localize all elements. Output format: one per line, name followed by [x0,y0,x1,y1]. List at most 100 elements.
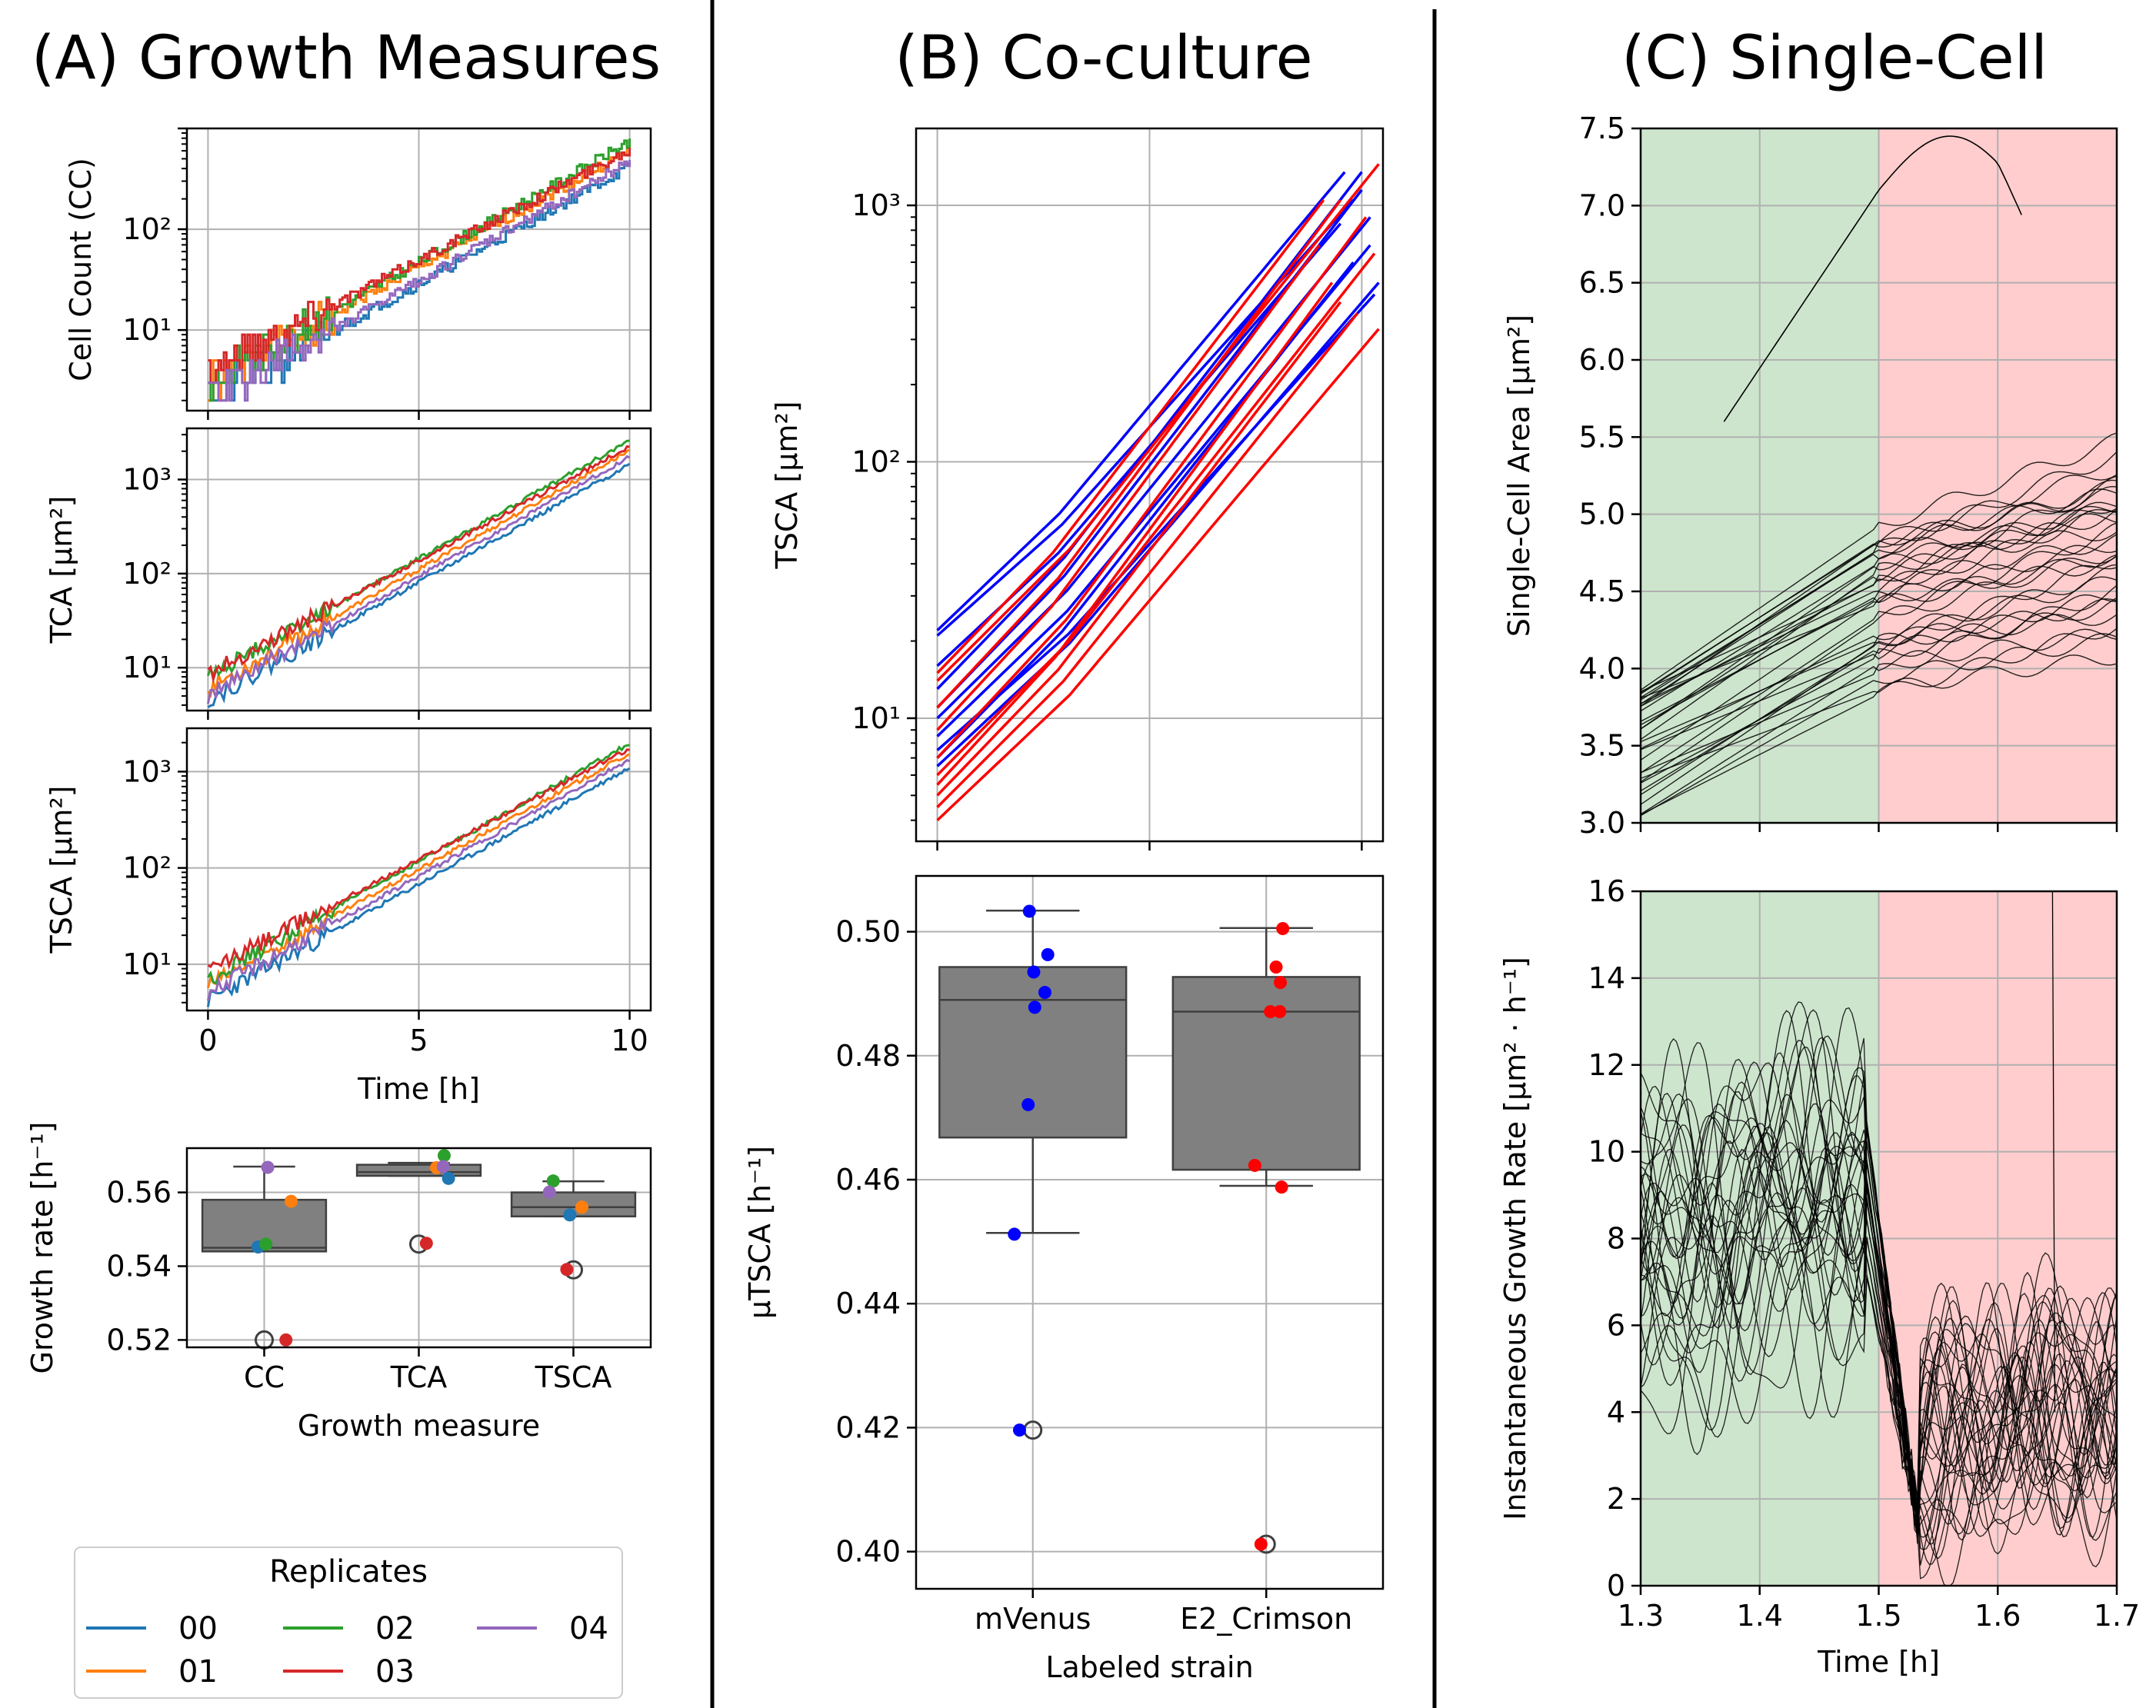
box [355,1164,482,1177]
y-axis-label: Instantaneous Growth Rate [μm² · h⁻¹] [1498,957,1532,1520]
axes-frame [915,874,1385,1590]
data-point [442,1171,455,1185]
y-tick-label: 4.0 [1579,651,1625,685]
cell-trace [1641,501,2117,712]
cell-trace [1641,485,2117,707]
legend-label-03: 03 [375,1654,415,1690]
panel-b-title: (B) Co-culture [895,24,1312,93]
data-point [1248,1158,1261,1172]
data-point [419,1237,433,1250]
y-tick-label: 0.44 [835,1287,901,1320]
series-line-01 [206,753,631,989]
cell-trace [1641,614,2117,805]
cell-trace [1641,564,2117,795]
coculture-boxplot: 0.40 0.42 0.44 0.46 0.48 0.50 mVenus E2_Crimson… [743,874,1385,1684]
y-tick-label: 2 [1607,1482,1625,1516]
data-point [285,1194,298,1208]
series-line-E2_Crimson [936,281,1334,786]
rate-trace [1641,1075,2117,1566]
data-point [1276,922,1290,936]
cell-trace [1641,508,2117,704]
cell-trace [1641,576,2117,750]
cell-trace [1641,554,2117,722]
data-point [1254,1537,1268,1551]
y-axis-label: Cell Count (CC) [64,158,98,381]
x-tick-label: TCA [390,1360,448,1394]
data-point [1021,1097,1035,1111]
legend-title: Replicates [269,1554,428,1590]
y-tick-label: 6 [1607,1308,1625,1342]
y-tick-label: 0.54 [106,1249,172,1283]
cell-trace [1641,508,2117,741]
rate-trace [1641,1151,2117,1535]
series-line-E2_Crimson [936,244,1321,731]
cell-trace [1641,598,2117,743]
coculture-tsca-plot: 10¹ 10² 10³ TSCA [μm²] [770,127,1385,851]
series-line-mVenus [936,216,1371,720]
y-tick-label: 4.5 [1579,574,1625,608]
y-axis-label: TSCA [μm²] [45,785,78,954]
cell-trace [1641,509,2117,726]
series-line-mVenus [936,261,1355,759]
x-tick-label: 5 [409,1024,428,1057]
box [201,1198,328,1253]
rate-trace [2051,891,2056,1413]
rate-trace [1641,1187,2117,1545]
y-tick-label: 10³ [122,754,172,788]
y-tick-label: 3.5 [1579,729,1625,763]
series-line-04 [208,159,631,402]
y-tick-label: 5.5 [1579,420,1625,454]
data-point [1027,965,1041,979]
x-tick-label: 1.4 [1737,1599,1783,1633]
y-tick-label: 10¹ [851,701,901,735]
data-point [1022,904,1036,918]
y-tick-label: 10¹ [122,651,172,684]
series-line-mVenus [936,171,1346,632]
x-tick-label: 1.6 [1974,1599,2021,1633]
cell-trace [1641,479,2117,704]
y-tick-label: 0.40 [835,1535,901,1569]
rate-trace [1641,1046,2117,1580]
rate-trace [1641,1134,2117,1586]
series-line-E2_Crimson [936,216,1368,759]
cell-trace [1641,505,2117,730]
data-point [261,1160,275,1174]
panel-a-title: (A) Growth Measures [32,24,661,93]
cell-trace [1641,534,2117,692]
series-line-00 [206,767,631,1007]
y-tick-label: 8 [1607,1222,1625,1256]
panel-c-title: (C) Single-Cell [1621,24,2048,93]
rate-trace [1641,1147,2117,1544]
y-tick-label: 0 [1607,1569,1625,1603]
cell-count-plot: 10¹ 10² Cell Count (CC) [64,127,652,420]
rate-traces [1641,891,2117,1586]
growth-rate-boxplot: 0.52 0.54 0.56 CC TCA TSCA Growth rate [h⁻¹] Gr… [25,1122,652,1443]
cell-trace [1641,584,2117,774]
cell-trace [1641,555,2117,783]
y-tick-label: 10¹ [122,313,172,347]
data-point [279,1333,293,1347]
x-axis-label: Time [h] [357,1072,480,1106]
growth-rate-plot: 0 2 4 6 8 10 12 14 16 1.3 1.4 1.5 1.6 1.7 Instantaneou… [1498,874,2140,1679]
series-line-E2_Crimson [936,252,1376,777]
y-tick-label: 0.48 [835,1039,901,1073]
y-tick-label: 4 [1607,1395,1625,1429]
y-tick-label: 10³ [851,188,901,222]
y-axis-label: Growth rate [h⁻¹] [25,1122,59,1374]
cell-traces [1641,135,2117,817]
cell-trace [1641,597,2117,784]
legend-label-04: 04 [569,1611,608,1646]
rate-trace [1641,1076,2117,1555]
tsca-plot: 10¹ 10² 10³ 0 5 10 TSCA [μm²] Time [h] [45,727,652,1106]
rate-trace [1641,1035,2117,1534]
x-tick-label: CC [244,1360,285,1394]
data-point [1264,1005,1278,1019]
y-axis-label: TCA [μm²] [45,496,78,644]
series-line-E2_Crimson [936,312,1359,808]
data-point [560,1263,574,1277]
cell-trace [1641,554,2117,699]
x-tick-label: E2_Crimson [1180,1602,1352,1636]
series-line-02 [208,138,631,402]
single-cell-area-plot: 3.0 3.5 4.0 4.5 5.0 5.5 6.0 6.5 7.0 7.5 Single-Cel… [1502,112,2118,840]
